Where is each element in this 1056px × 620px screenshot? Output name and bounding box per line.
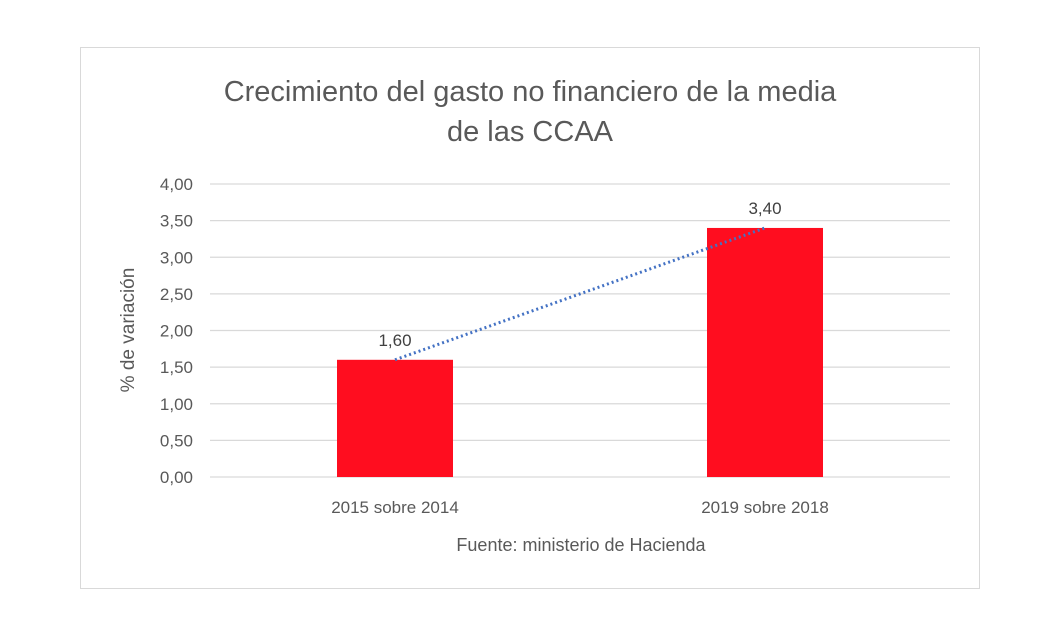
y-tick-label: 3,00 <box>160 248 193 267</box>
data-label: 1,60 <box>378 331 411 350</box>
y-tick-label: 4,00 <box>160 175 193 194</box>
y-tick-label: 1,50 <box>160 358 193 377</box>
bar <box>707 227 823 477</box>
chart-frame <box>80 47 980 589</box>
y-tick-label: 0,50 <box>160 431 193 450</box>
chart-title-line-1: Crecimiento del gasto no financiero de l… <box>224 76 837 108</box>
bar <box>337 359 453 477</box>
trendline <box>394 226 766 362</box>
chart-title-line-2: de las CCAA <box>447 116 614 148</box>
x-tick-label: 2015 sobre 2014 <box>331 498 459 517</box>
x-tick-label: 2019 sobre 2018 <box>701 498 829 517</box>
y-axis-label: % de variación <box>118 268 139 393</box>
y-tick-label: 2,50 <box>160 285 193 304</box>
y-tick-label: 1,00 <box>160 395 193 414</box>
y-tick-label: 0,00 <box>160 468 193 487</box>
y-tick-label: 2,00 <box>160 322 193 341</box>
x-axis-label: Fuente: ministerio de Hacienda <box>456 535 706 555</box>
y-tick-label: 3,50 <box>160 212 193 231</box>
data-label: 3,40 <box>748 199 781 218</box>
